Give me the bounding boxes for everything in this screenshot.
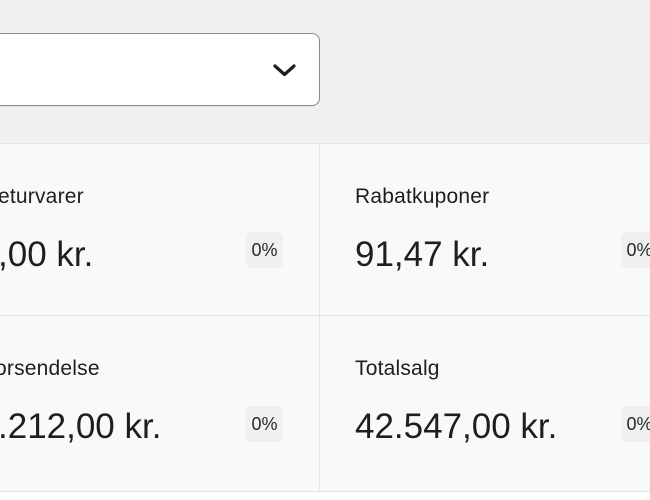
change-badge: 0% (621, 406, 650, 442)
grid-vertical-divider (319, 143, 320, 490)
stat-label: orsendelse (0, 357, 100, 380)
toolbar (0, 0, 650, 143)
change-badge: 0% (246, 232, 283, 268)
grid-horizontal-divider (0, 315, 650, 316)
stat-value: 91,47 kr. (355, 235, 490, 274)
date-range-select[interactable] (0, 33, 320, 106)
stat-label: eturvarer (0, 185, 84, 208)
stat-value: 42.547,00 kr. (355, 407, 558, 446)
stat-value: ,00 kr. (0, 235, 94, 274)
stat-label: Totalsalg (355, 357, 440, 380)
stats-grid (0, 143, 650, 492)
change-badge: 0% (621, 232, 650, 268)
stat-value: .212,00 kr. (0, 407, 162, 446)
change-badge: 0% (246, 406, 283, 442)
stat-label: Rabatkuponer (355, 185, 490, 208)
chevron-down-icon (273, 64, 296, 77)
